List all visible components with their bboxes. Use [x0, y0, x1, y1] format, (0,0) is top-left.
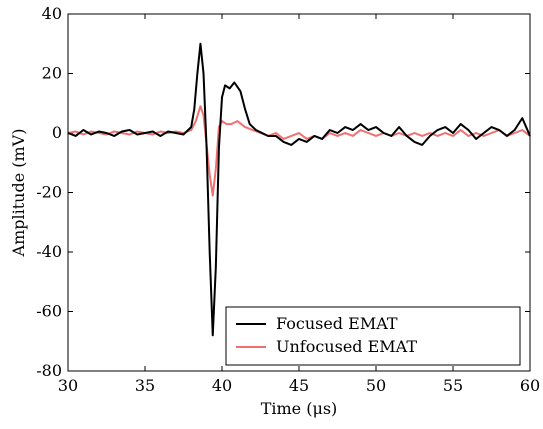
y-tick-label: -80	[36, 361, 62, 380]
y-tick-label: -20	[36, 183, 62, 202]
y-axis-title: Amplitude (mV)	[9, 129, 28, 258]
x-tick-label: 40	[212, 376, 232, 395]
series-layer	[67, 42, 531, 337]
x-axis-title: Time (μs)	[261, 399, 338, 418]
x-tick-label: 45	[289, 376, 309, 395]
y-tick-label: -60	[36, 302, 62, 321]
plot-frame	[67, 13, 531, 372]
legend-label-unfocused: Unfocused EMAT	[276, 337, 417, 356]
legend-label-focused: Focused EMAT	[276, 314, 398, 333]
y-tick-label: 20	[42, 64, 62, 83]
y-tick-label: 0	[52, 123, 62, 142]
legend: Focused EMAT Unfocused EMAT	[225, 306, 521, 366]
x-tick-label: 50	[366, 376, 386, 395]
x-tick-label: 55	[443, 376, 463, 395]
y-axis-ticks: -80 -60 -40 -20 0 20 40	[36, 4, 530, 380]
series-line-focused	[67, 42, 531, 337]
x-tick-label: 30	[58, 376, 78, 395]
y-tick-label: -40	[36, 242, 62, 261]
x-tick-label: 35	[135, 376, 155, 395]
legend-box	[225, 306, 521, 366]
x-tick-label: 60	[520, 376, 540, 395]
series-line-unfocused	[67, 105, 531, 197]
y-tick-label: 40	[42, 4, 62, 23]
